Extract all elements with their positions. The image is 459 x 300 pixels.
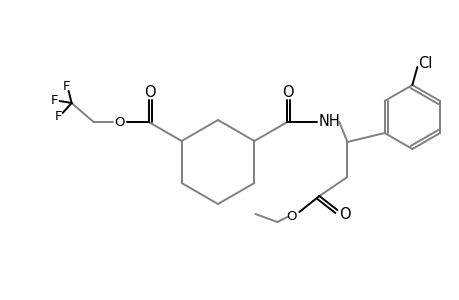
Text: O: O: [339, 208, 350, 223]
Text: NH: NH: [318, 115, 340, 130]
Text: Cl: Cl: [417, 56, 431, 70]
Text: F: F: [63, 80, 70, 92]
Text: O: O: [144, 85, 155, 100]
Text: O: O: [285, 211, 296, 224]
Text: O: O: [114, 116, 124, 128]
Text: O: O: [282, 85, 294, 100]
Text: F: F: [55, 110, 62, 124]
Text: F: F: [51, 94, 58, 106]
